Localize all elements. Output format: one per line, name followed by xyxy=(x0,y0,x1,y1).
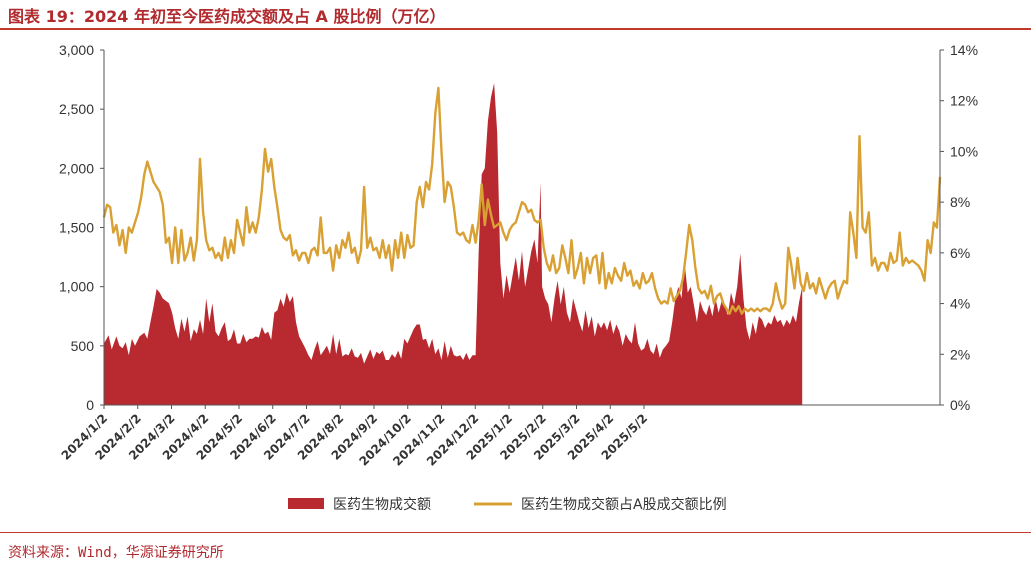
right-tick-label: 0% xyxy=(950,397,970,413)
source-note: 资料来源：Wind，华源证券研究所 xyxy=(8,545,224,561)
left-tick-label: 2,500 xyxy=(59,101,94,117)
right-tick-label: 4% xyxy=(950,296,970,312)
right-tick-label: 12% xyxy=(950,93,978,109)
left-tick-label: 3,000 xyxy=(59,42,94,58)
footer-divider xyxy=(0,532,1031,533)
left-axis-ticks: 0 500 1,000 1,500 2,000 2,500 3,000 xyxy=(59,42,104,413)
legend-label-area: 医药生物成交额 xyxy=(333,496,431,513)
legend-label-line: 医药生物成交额占A股成交额比例 xyxy=(521,496,727,513)
right-tick-label: 14% xyxy=(950,42,978,58)
left-tick-label: 500 xyxy=(71,338,95,354)
left-tick-label: 0 xyxy=(86,397,94,413)
right-axis-ticks: 0% 2% 4% 6% 8% 10% 12% 14% xyxy=(940,42,978,413)
left-tick-label: 1,000 xyxy=(59,279,94,295)
left-tick-label: 2,000 xyxy=(59,160,94,176)
right-tick-label: 6% xyxy=(950,245,970,261)
legend-swatch-area xyxy=(288,498,324,509)
left-tick-label: 1,500 xyxy=(59,220,94,236)
area-series-path xyxy=(104,83,803,405)
right-tick-label: 2% xyxy=(950,346,970,362)
chart-legend: 医药生物成交额 医药生物成交额占A股成交额比例 xyxy=(288,496,727,513)
line-series xyxy=(102,86,942,315)
title-divider xyxy=(0,28,1031,30)
page-title: 图表 19：2024 年初至今医药成交额及占 A 股比例（万亿） xyxy=(8,7,446,26)
right-tick-label: 8% xyxy=(950,194,970,210)
right-tick-label: 10% xyxy=(950,143,978,159)
x-axis-ticks: 2024/1/22024/2/22024/3/22024/4/22024/5/2… xyxy=(59,405,650,469)
line-series-path xyxy=(102,86,942,315)
area-series xyxy=(104,83,803,405)
